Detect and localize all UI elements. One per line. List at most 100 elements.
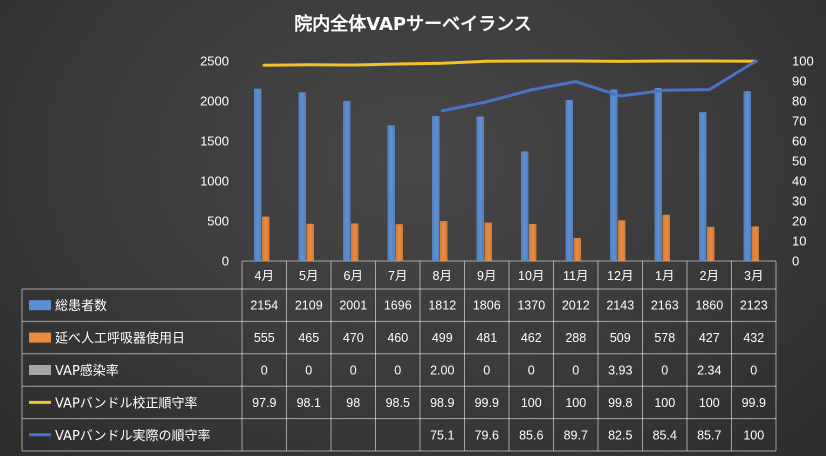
right-axis-ticks: 0 10 20 30 40 50 60 70 80 90 100 — [792, 54, 814, 269]
table-cell: 98.5 — [386, 396, 410, 410]
right-tick-label: 20 — [792, 214, 806, 229]
table-cell: 0 — [261, 364, 268, 378]
table-cell: 99.9 — [742, 396, 766, 410]
line-marks — [262, 59, 758, 113]
table-cell: 98 — [346, 396, 360, 410]
category-label: 9月 — [477, 269, 496, 283]
bar-総患者数-3月 — [743, 91, 751, 261]
category-label: 11月 — [563, 269, 588, 283]
bar-延べ人工呼吸器使用日-10月 — [529, 224, 537, 261]
right-tick-label: 30 — [792, 194, 806, 209]
table-cell: 85.6 — [519, 428, 543, 442]
table-cell: 100 — [521, 396, 542, 410]
right-tick-label: 0 — [792, 254, 799, 269]
table-cell: 460 — [387, 331, 408, 345]
category-labels: 4月 5月 6月 7月 8月 9月 10月 11月 12月 1月 2月 3月 — [255, 269, 764, 283]
bar-総患者数-9月 — [476, 116, 484, 262]
table-cell: 2154 — [250, 299, 278, 313]
category-label: 2月 — [700, 269, 719, 283]
right-tick-label: 40 — [792, 174, 806, 189]
data-table: 総患者数 2154 2109 2001 1696 1812 1806 1370 2012 2143… — [29, 299, 768, 444]
chart-title: 院内全体VAPサーベイランス — [294, 13, 531, 35]
bar-総患者数-7月 — [387, 125, 395, 261]
table-cell: 509 — [610, 331, 631, 345]
right-tick-label: 50 — [792, 154, 806, 169]
legend-swatch-延べ人工呼吸器使用日 — [29, 332, 51, 343]
bar-総患者数-10月 — [521, 151, 529, 261]
table-cell: 85.7 — [697, 428, 721, 442]
table-cell: 2.00 — [430, 364, 454, 378]
bar-総患者数-11月 — [565, 100, 573, 261]
bar-総患者数-2月 — [699, 112, 707, 261]
bar-延べ人工呼吸器使用日-8月 — [440, 221, 448, 261]
bar-延べ人工呼吸器使用日-3月 — [751, 226, 759, 261]
table-cell: 481 — [476, 331, 497, 345]
series-name: 総患者数 — [55, 299, 107, 314]
category-label: 10月 — [518, 269, 544, 283]
bar-総患者数-12月 — [610, 89, 618, 261]
table-cell: 2012 — [562, 299, 590, 313]
table-cell: 97.9 — [252, 396, 276, 410]
table-cell: 75.1 — [430, 428, 454, 442]
right-tick-label: 10 — [792, 234, 806, 249]
left-axis-ticks: 0 500 1000 1500 2000 2500 — [200, 54, 229, 269]
table-cell: 0 — [528, 364, 535, 378]
left-tick-label: 1500 — [200, 134, 229, 149]
bar-総患者数-5月 — [298, 92, 306, 261]
left-tick-label: 2000 — [200, 94, 229, 109]
table-cell: 499 — [432, 331, 453, 345]
left-tick-label: 1000 — [200, 174, 229, 189]
category-label: 6月 — [344, 269, 363, 283]
left-tick-label: 2500 — [200, 54, 229, 69]
bar-延べ人工呼吸器使用日-11月 — [573, 237, 581, 261]
right-tick-label: 60 — [792, 134, 806, 149]
table-cell: 2123 — [740, 299, 768, 313]
legend-swatch-総患者数 — [29, 300, 51, 311]
table-cell: 1860 — [695, 299, 723, 313]
bar-marks — [254, 87, 759, 262]
table-cell: 99.9 — [475, 396, 499, 410]
table-cell: 0 — [572, 364, 579, 378]
table-cell: 0 — [305, 364, 312, 378]
table-cell: 100 — [565, 396, 586, 410]
bar-延べ人工呼吸器使用日-9月 — [484, 222, 492, 261]
table-cell: 427 — [699, 331, 720, 345]
bar-延べ人工呼吸器使用日-4月 — [262, 216, 270, 261]
series-name: VAP感染率 — [55, 363, 119, 379]
table-grid — [21, 260, 777, 452]
table-cell: 2163 — [651, 299, 679, 313]
bar-総患者数-8月 — [432, 116, 440, 261]
table-cell: 82.5 — [608, 428, 632, 442]
table-cell: 1806 — [473, 299, 501, 313]
category-label: 1月 — [655, 269, 674, 283]
table-cell: 0 — [350, 364, 357, 378]
table-cell: 2109 — [295, 299, 323, 313]
table-cell: 1696 — [384, 299, 412, 313]
table-cell: 462 — [521, 331, 542, 345]
bar-延べ人工呼吸器使用日-6月 — [351, 223, 359, 261]
table-cell: 1370 — [517, 299, 545, 313]
table-cell: 2.34 — [697, 364, 721, 378]
table-cell: 555 — [254, 331, 275, 345]
table-cell: 432 — [743, 331, 764, 345]
bar-総患者数-6月 — [343, 100, 351, 261]
left-tick-label: 0 — [222, 254, 229, 269]
bar-延べ人工呼吸器使用日-2月 — [707, 226, 715, 261]
table-cell: 100 — [654, 396, 675, 410]
legend-swatch-VAP感染率 — [29, 365, 51, 375]
bar-延べ人工呼吸器使用日-12月 — [618, 220, 626, 261]
table-cell: 98.1 — [297, 396, 321, 410]
table-cell: 470 — [343, 331, 364, 345]
bar-総患者数-4月 — [254, 88, 262, 262]
table-cell: 100 — [743, 428, 764, 442]
right-tick-label: 80 — [792, 94, 806, 109]
table-cell: 1812 — [428, 299, 456, 313]
category-label: 12月 — [607, 269, 633, 283]
bar-延べ人工呼吸器使用日-7月 — [395, 224, 403, 261]
category-label: 8月 — [433, 269, 452, 283]
bar-延べ人工呼吸器使用日-1月 — [662, 214, 670, 261]
category-label: 5月 — [299, 269, 318, 283]
table-cell: 3.93 — [608, 364, 632, 378]
table-cell: 89.7 — [564, 428, 588, 442]
